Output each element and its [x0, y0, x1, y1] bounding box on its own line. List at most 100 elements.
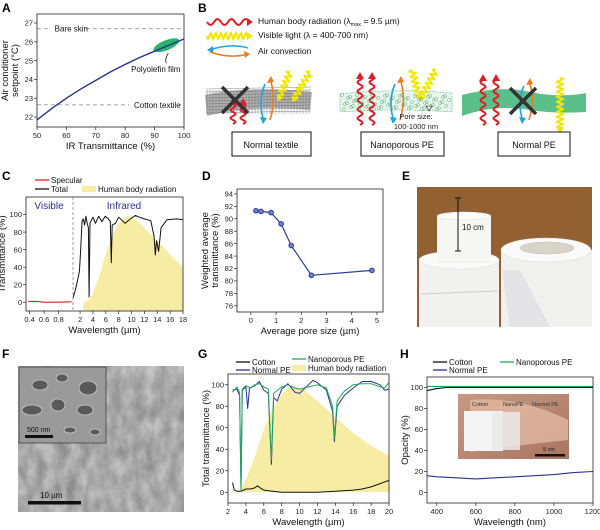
y-tick-label: 84 — [225, 252, 233, 261]
red-wavy-arrow-icon — [206, 18, 248, 26]
series-line — [255, 210, 372, 276]
normal-pe-box — [497, 131, 571, 157]
inset-label-nanope: NanoPE — [503, 402, 524, 408]
legend-label: Cotton — [449, 358, 473, 367]
legend-label: Nanoporous PE — [308, 355, 364, 364]
annotation-arrow — [165, 52, 169, 64]
x-tick-label: 600 — [470, 507, 483, 516]
pore-texture — [349, 105, 353, 109]
x-axis-label: Average pore size (µm) — [261, 326, 360, 337]
x-axis-label: IR Transmittance (%) — [66, 141, 155, 152]
legend-label: Cotton — [252, 358, 276, 367]
pore-texture — [447, 98, 451, 102]
y-tick-label: 0 — [220, 488, 224, 497]
y-tick-label: 40 — [415, 446, 423, 455]
panel-label-b: B — [198, 1, 207, 15]
x-tick-label: 4 — [91, 315, 95, 324]
data-point — [278, 220, 284, 227]
pore-texture — [389, 97, 393, 101]
panel-label-a: A — [2, 1, 11, 15]
data-point — [288, 242, 295, 249]
pore-texture — [386, 103, 390, 107]
y-axis-label: Total transmittance (%) — [201, 390, 212, 487]
pore-texture — [357, 107, 361, 111]
legend-swatch — [292, 365, 306, 371]
y-tick-label: 0 — [419, 488, 423, 497]
pore-texture — [342, 107, 346, 111]
pore-texture — [361, 96, 365, 100]
body-radiation-arrow-head — [239, 98, 247, 105]
pore-texture — [416, 103, 420, 107]
yellow-wavy-arrow-icon-head — [247, 32, 253, 40]
pore-texture — [391, 96, 395, 100]
pore-texture — [392, 106, 396, 110]
chart-g: 2 4 6 8 10 12 14 16 18 20 0 20 40 60 80 100 Wavelength (… — [201, 355, 393, 528]
series-line — [36, 38, 185, 121]
x-tick-label: 100 — [178, 131, 191, 140]
y-tick-label: 40 — [14, 263, 22, 272]
pore-texture — [395, 100, 399, 104]
pore-texture — [404, 97, 408, 101]
pore-texture — [435, 107, 439, 111]
y-tick-label: 86 — [225, 239, 233, 248]
pore-texture — [379, 105, 383, 109]
nanoporous-pe-label: Nanoporous PE — [370, 140, 434, 150]
pore-texture — [380, 100, 384, 104]
photo-e-film-rolls: 10 cm — [417, 187, 592, 327]
x-tick-label: 70 — [92, 131, 100, 140]
legend-label: Normal PE — [252, 366, 291, 375]
pore-texture — [377, 106, 381, 110]
x-tick-label: 14 — [153, 315, 161, 324]
pore-texture — [351, 104, 355, 108]
pore-texture — [417, 98, 421, 102]
x-axis-label: Wavelength (nm) — [474, 517, 546, 528]
pore-texture — [428, 94, 432, 98]
data-point — [308, 272, 315, 279]
x-tick-label: 18 — [179, 315, 187, 324]
legend-air-convection: Air convection — [258, 46, 312, 56]
pore-texture — [352, 99, 356, 103]
pore-texture — [382, 99, 386, 103]
y-axis-label: Weighted average — [200, 212, 211, 289]
legend-label: Human body radiation — [308, 364, 386, 373]
y-tick-label: 20 — [216, 466, 224, 475]
x-tick-label: 1000 — [546, 507, 563, 516]
y-tick-label: 90 — [225, 215, 233, 224]
legend-label: Normal PE — [449, 366, 488, 375]
scale-bar-f — [28, 501, 81, 505]
body-radiation-arrow — [229, 103, 237, 125]
pore-texture — [355, 93, 359, 97]
y-axis-label: Transmittance (%) — [0, 215, 8, 292]
pore-texture — [419, 97, 423, 101]
x-tick-label: 800 — [509, 507, 522, 516]
x-tick-label: 60 — [62, 131, 70, 140]
x-tick-label: 18 — [367, 507, 375, 516]
inset-scale-bar — [535, 454, 565, 457]
x-axis-label: Wavelength (µm) — [272, 517, 344, 528]
x-tick-label: 16 — [349, 507, 357, 516]
y-tick-label: 23 — [25, 94, 33, 103]
polyolefin-region — [153, 38, 180, 53]
schematic-legend: Human body radiation (λmax = 9.5 µm) Vis… — [258, 16, 400, 56]
pore-texture — [422, 106, 426, 110]
legend-body-radiation: Human body radiation (λmax = 9.5 µm) — [258, 16, 400, 28]
legend-label: Specular — [51, 176, 83, 185]
blocked-x-icon — [508, 86, 538, 116]
inset-photo: Cotton NanoPE Normal PE 5 cm — [458, 394, 569, 459]
body-radiation-arrow-head — [492, 74, 500, 81]
legend-label: Human body radiation — [98, 185, 176, 194]
pore-texture — [400, 93, 404, 97]
visible-light-reflect — [292, 70, 312, 99]
normal-pe-label: Normal PE — [512, 140, 556, 150]
blocked-x-icon — [220, 85, 250, 115]
pore-texture — [398, 94, 402, 98]
reference-label-bare-skin: Bare skin — [55, 25, 88, 34]
x-tick-label: 6 — [262, 507, 266, 516]
y-tick-label: 60 — [14, 245, 22, 254]
y-tick-label: 94 — [225, 190, 233, 199]
normal-pe-line — [232, 379, 390, 491]
panel-label-g: G — [198, 347, 207, 361]
x-tick-label: 0.4 — [24, 315, 34, 324]
visible-light-in — [407, 69, 422, 94]
